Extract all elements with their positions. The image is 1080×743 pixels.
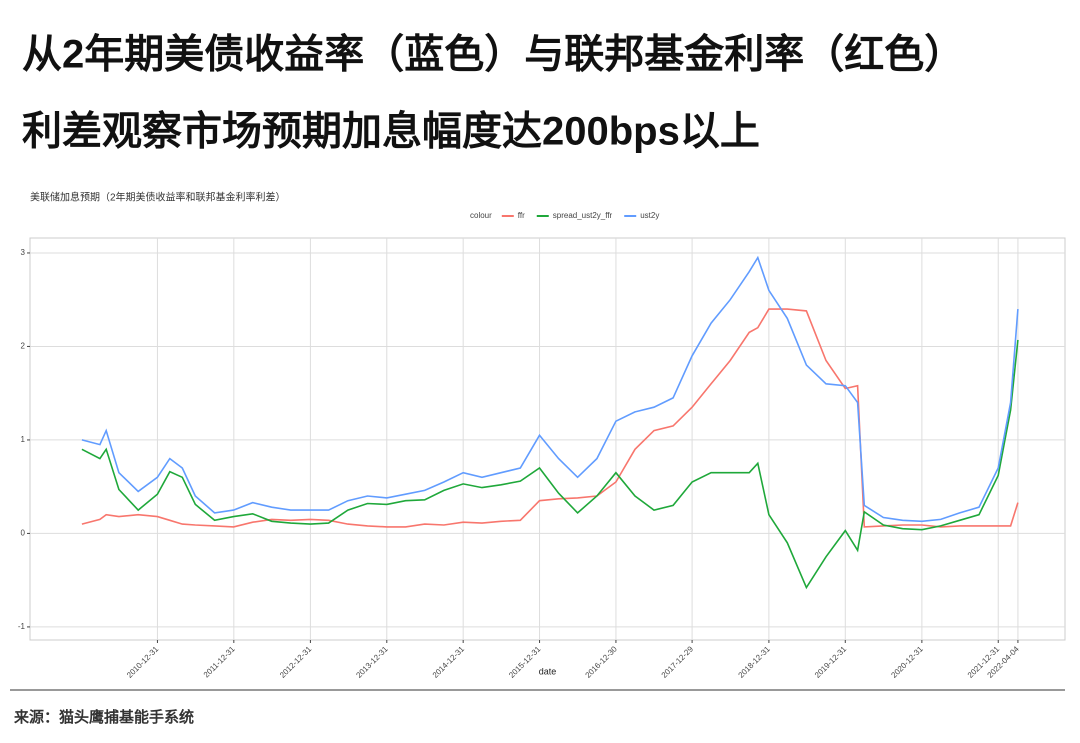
legend-label: ffr bbox=[518, 211, 525, 220]
series-line bbox=[81, 308, 1019, 528]
series-line bbox=[81, 255, 1019, 523]
chart-title: 美联储加息预期（2年期美债收益率和联邦基金利率利差） bbox=[30, 191, 286, 204]
y-tick-label: -1 bbox=[18, 622, 26, 631]
y-tick-label: 3 bbox=[21, 248, 26, 257]
legend-title: colour bbox=[470, 211, 492, 220]
legend-label: spread_ust2y_ffr bbox=[553, 211, 613, 220]
y-tick-label: 2 bbox=[21, 342, 26, 351]
plot-panel bbox=[29, 237, 1066, 641]
headline: 从2年期美债收益率（蓝色）与联邦基金利率（红色） bbox=[22, 32, 964, 77]
headline: 利差观察市场预期加息幅度达200bps以上 bbox=[22, 110, 760, 154]
y-tick-label: 0 bbox=[21, 529, 26, 538]
series-line bbox=[81, 339, 1019, 590]
y-tick-label: 1 bbox=[21, 435, 26, 444]
x-axis-label: date bbox=[539, 666, 557, 676]
source: 来源：猫头鹰捕基能手系统 bbox=[13, 708, 194, 726]
legend-label: ust2y bbox=[640, 211, 659, 220]
